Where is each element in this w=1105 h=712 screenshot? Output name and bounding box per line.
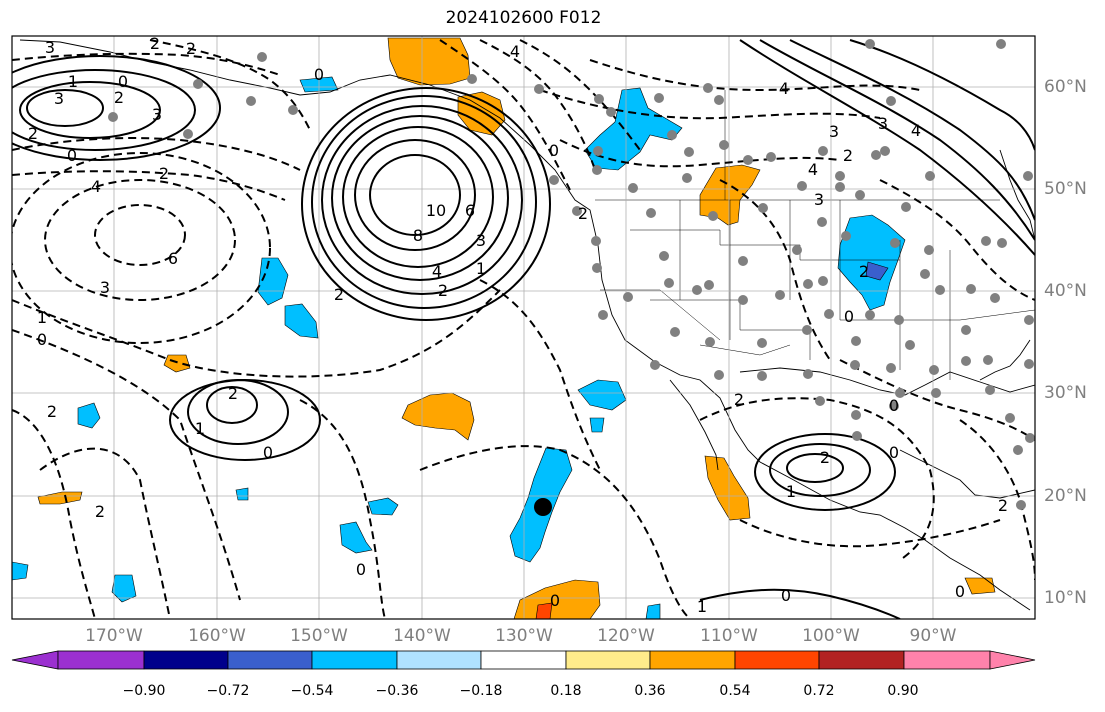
colorbar-bin (228, 651, 312, 669)
lon-label: 130°W (484, 626, 564, 646)
contour-label: 0 (955, 582, 965, 601)
contour-label: 0 (356, 560, 366, 579)
contour-label: 4 (91, 177, 101, 196)
colorbar-bin (481, 651, 566, 669)
colorbar-bin (650, 651, 735, 669)
lat-label: 50°N (1044, 179, 1087, 199)
contour-label: 1 (786, 482, 796, 501)
contour-label: 0 (263, 443, 273, 462)
contour-label: 0 (889, 443, 899, 462)
lat-label: 60°N (1044, 77, 1087, 97)
colorbar-bin (819, 651, 904, 669)
contour-label: 3 (45, 38, 55, 57)
colorbar (12, 651, 1035, 669)
colorbar-tick-label: 0.72 (784, 683, 854, 699)
contour-label: 0 (889, 396, 899, 415)
contour-label: 2 (28, 124, 38, 143)
colorbar-min-extension (12, 651, 58, 669)
contour-label: 3 (152, 105, 162, 124)
contour-label: 8 (413, 226, 423, 245)
colorbar-tick-label: 0.18 (531, 683, 601, 699)
contour-label: 1 (37, 308, 47, 327)
contour-label: 0 (314, 65, 324, 84)
colorbar-tick-label: 0.36 (615, 683, 685, 699)
lat-label: 20°N (1044, 486, 1087, 506)
contour-label: 2 (438, 281, 448, 300)
contour-label: 0 (67, 146, 77, 165)
colorbar-bin (566, 651, 650, 669)
contour-label: 2 (47, 402, 57, 421)
contour-label: 6 (465, 201, 475, 220)
colorbar-bin (312, 651, 397, 669)
contour-label: 1 (195, 419, 205, 438)
contour-label: 1 (68, 72, 78, 91)
colorbar-tick-label: −0.54 (277, 683, 347, 699)
colorbar-bin (735, 651, 819, 669)
contour-label: 2 (578, 204, 588, 223)
colorbar-bin (58, 651, 144, 669)
contour-label: 0 (549, 141, 559, 160)
lat-label: 40°N (1044, 281, 1087, 301)
contour-label: 2 (859, 262, 869, 281)
lon-label: 150°W (279, 626, 359, 646)
contour-label: 3 (54, 89, 64, 108)
contour-label: 2 (159, 164, 169, 183)
colorbar-bin (397, 651, 481, 669)
contour-label: 1 (476, 259, 486, 278)
contour-label: 4 (432, 262, 442, 281)
contour-label: 6 (168, 249, 178, 268)
contour-label: 0 (37, 330, 47, 349)
lon-label: 100°W (791, 626, 871, 646)
contour-label: 2 (228, 384, 238, 403)
contour-label: 2 (734, 390, 744, 409)
lon-label: 90°W (893, 626, 973, 646)
contour-label: 2 (95, 502, 105, 521)
contour-label: 2 (114, 88, 124, 107)
contour-label: 4 (510, 42, 520, 61)
lon-label: 110°W (689, 626, 769, 646)
contour-label: 1 (697, 597, 707, 616)
contour-label: 2 (820, 448, 830, 467)
contour-label: 3 (814, 190, 824, 209)
contour-label: 3 (878, 114, 888, 133)
colorbar-tick-label: −0.90 (109, 683, 179, 699)
contour-label: 3 (100, 278, 110, 297)
contour-label: 3 (829, 122, 839, 141)
storm-position-marker (534, 498, 552, 516)
lon-label: 120°W (586, 626, 666, 646)
contour-label: 0 (550, 591, 560, 610)
contour-label: 4 (779, 79, 789, 98)
colorbar-tick-label: −0.72 (193, 683, 263, 699)
lon-label: 160°W (177, 626, 257, 646)
contour-label: 4 (911, 121, 921, 140)
contour-label: 3 (476, 231, 486, 250)
colorbar-tick-label: 0.54 (700, 683, 770, 699)
contour-label: 2 (334, 285, 344, 304)
colorbar-bin (144, 651, 228, 669)
colorbar-tick-label: −0.36 (362, 683, 432, 699)
contour-label: 2 (186, 39, 196, 58)
lat-label: 10°N (1044, 588, 1087, 608)
lon-label: 170°W (74, 626, 154, 646)
contour-label: 2 (150, 34, 160, 53)
colorbar-bin (904, 651, 990, 669)
colorbar-tick-label: 0.90 (868, 683, 938, 699)
colorbar-max-extension (990, 651, 1035, 669)
contour-label: 0 (781, 586, 791, 605)
contour-label: 10 (426, 201, 446, 220)
lon-label: 140°W (382, 626, 462, 646)
contour-label: 2 (998, 496, 1008, 515)
contour-label: 4 (808, 160, 818, 179)
contour-label: 0 (844, 307, 854, 326)
contour-label: 2 (843, 146, 853, 165)
lat-label: 30°N (1044, 383, 1087, 403)
colorbar-tick-label: −0.18 (446, 683, 516, 699)
